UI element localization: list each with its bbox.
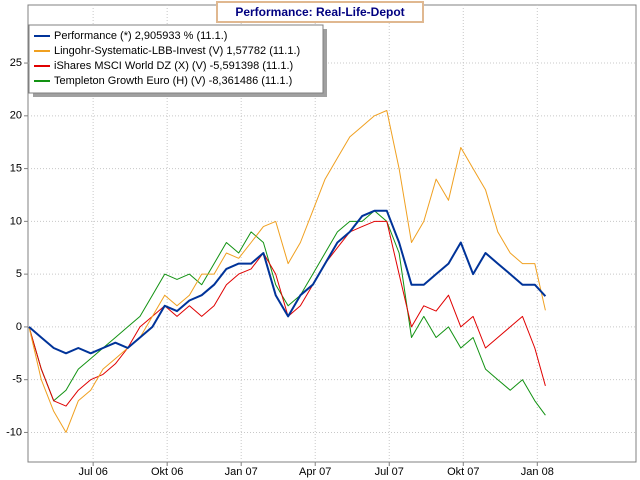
y-tick-label: -5 — [12, 374, 22, 386]
x-tick-label: Okt 07 — [447, 466, 479, 478]
y-tick-label: 5 — [16, 268, 22, 280]
series-line — [28, 110, 546, 433]
legend-label: Performance (*) 2,905933 % (11.1.) — [54, 30, 227, 42]
chart-title: Performance: Real-Life-Depot — [235, 5, 404, 19]
x-tick-label: Jul 07 — [375, 466, 404, 478]
grid: -10 -5 0 5 10 15 20 25 Jul 06 Okt 06 Jan 07 Apr 07 J… — [6, 5, 636, 478]
x-tick-label: Jan 07 — [225, 466, 258, 478]
x-tick-label: Jan 08 — [521, 466, 554, 478]
series-line — [28, 209, 547, 355]
y-tick-label: 25 — [10, 57, 22, 69]
legend-box — [28, 24, 324, 94]
title-box — [216, 1, 424, 23]
y-tick-label: 15 — [10, 162, 22, 174]
y-tick-label: 20 — [10, 110, 22, 122]
y-tick-label: 0 — [16, 321, 22, 333]
legend-label: Templeton Growth Euro (H) (V) -8,361486 … — [54, 75, 292, 87]
x-tick-label: Jul 06 — [78, 466, 107, 478]
y-tick-label: -10 — [6, 426, 22, 438]
x-tick-label: Okt 06 — [151, 466, 183, 478]
series-line — [28, 210, 546, 416]
lines — [28, 110, 547, 433]
legend-label: Lingohr-Systematic-LBB-Invest (V) 1,5778… — [54, 45, 300, 57]
y-tick-label: 10 — [10, 215, 22, 227]
x-tick-label: Apr 07 — [299, 466, 331, 478]
legend: Performance (*) 2,905933 % (11.1.) Lingoh… — [28, 24, 327, 97]
legend-label: iShares MSCI World DZ (X) (V) -5,591398 … — [54, 60, 293, 72]
